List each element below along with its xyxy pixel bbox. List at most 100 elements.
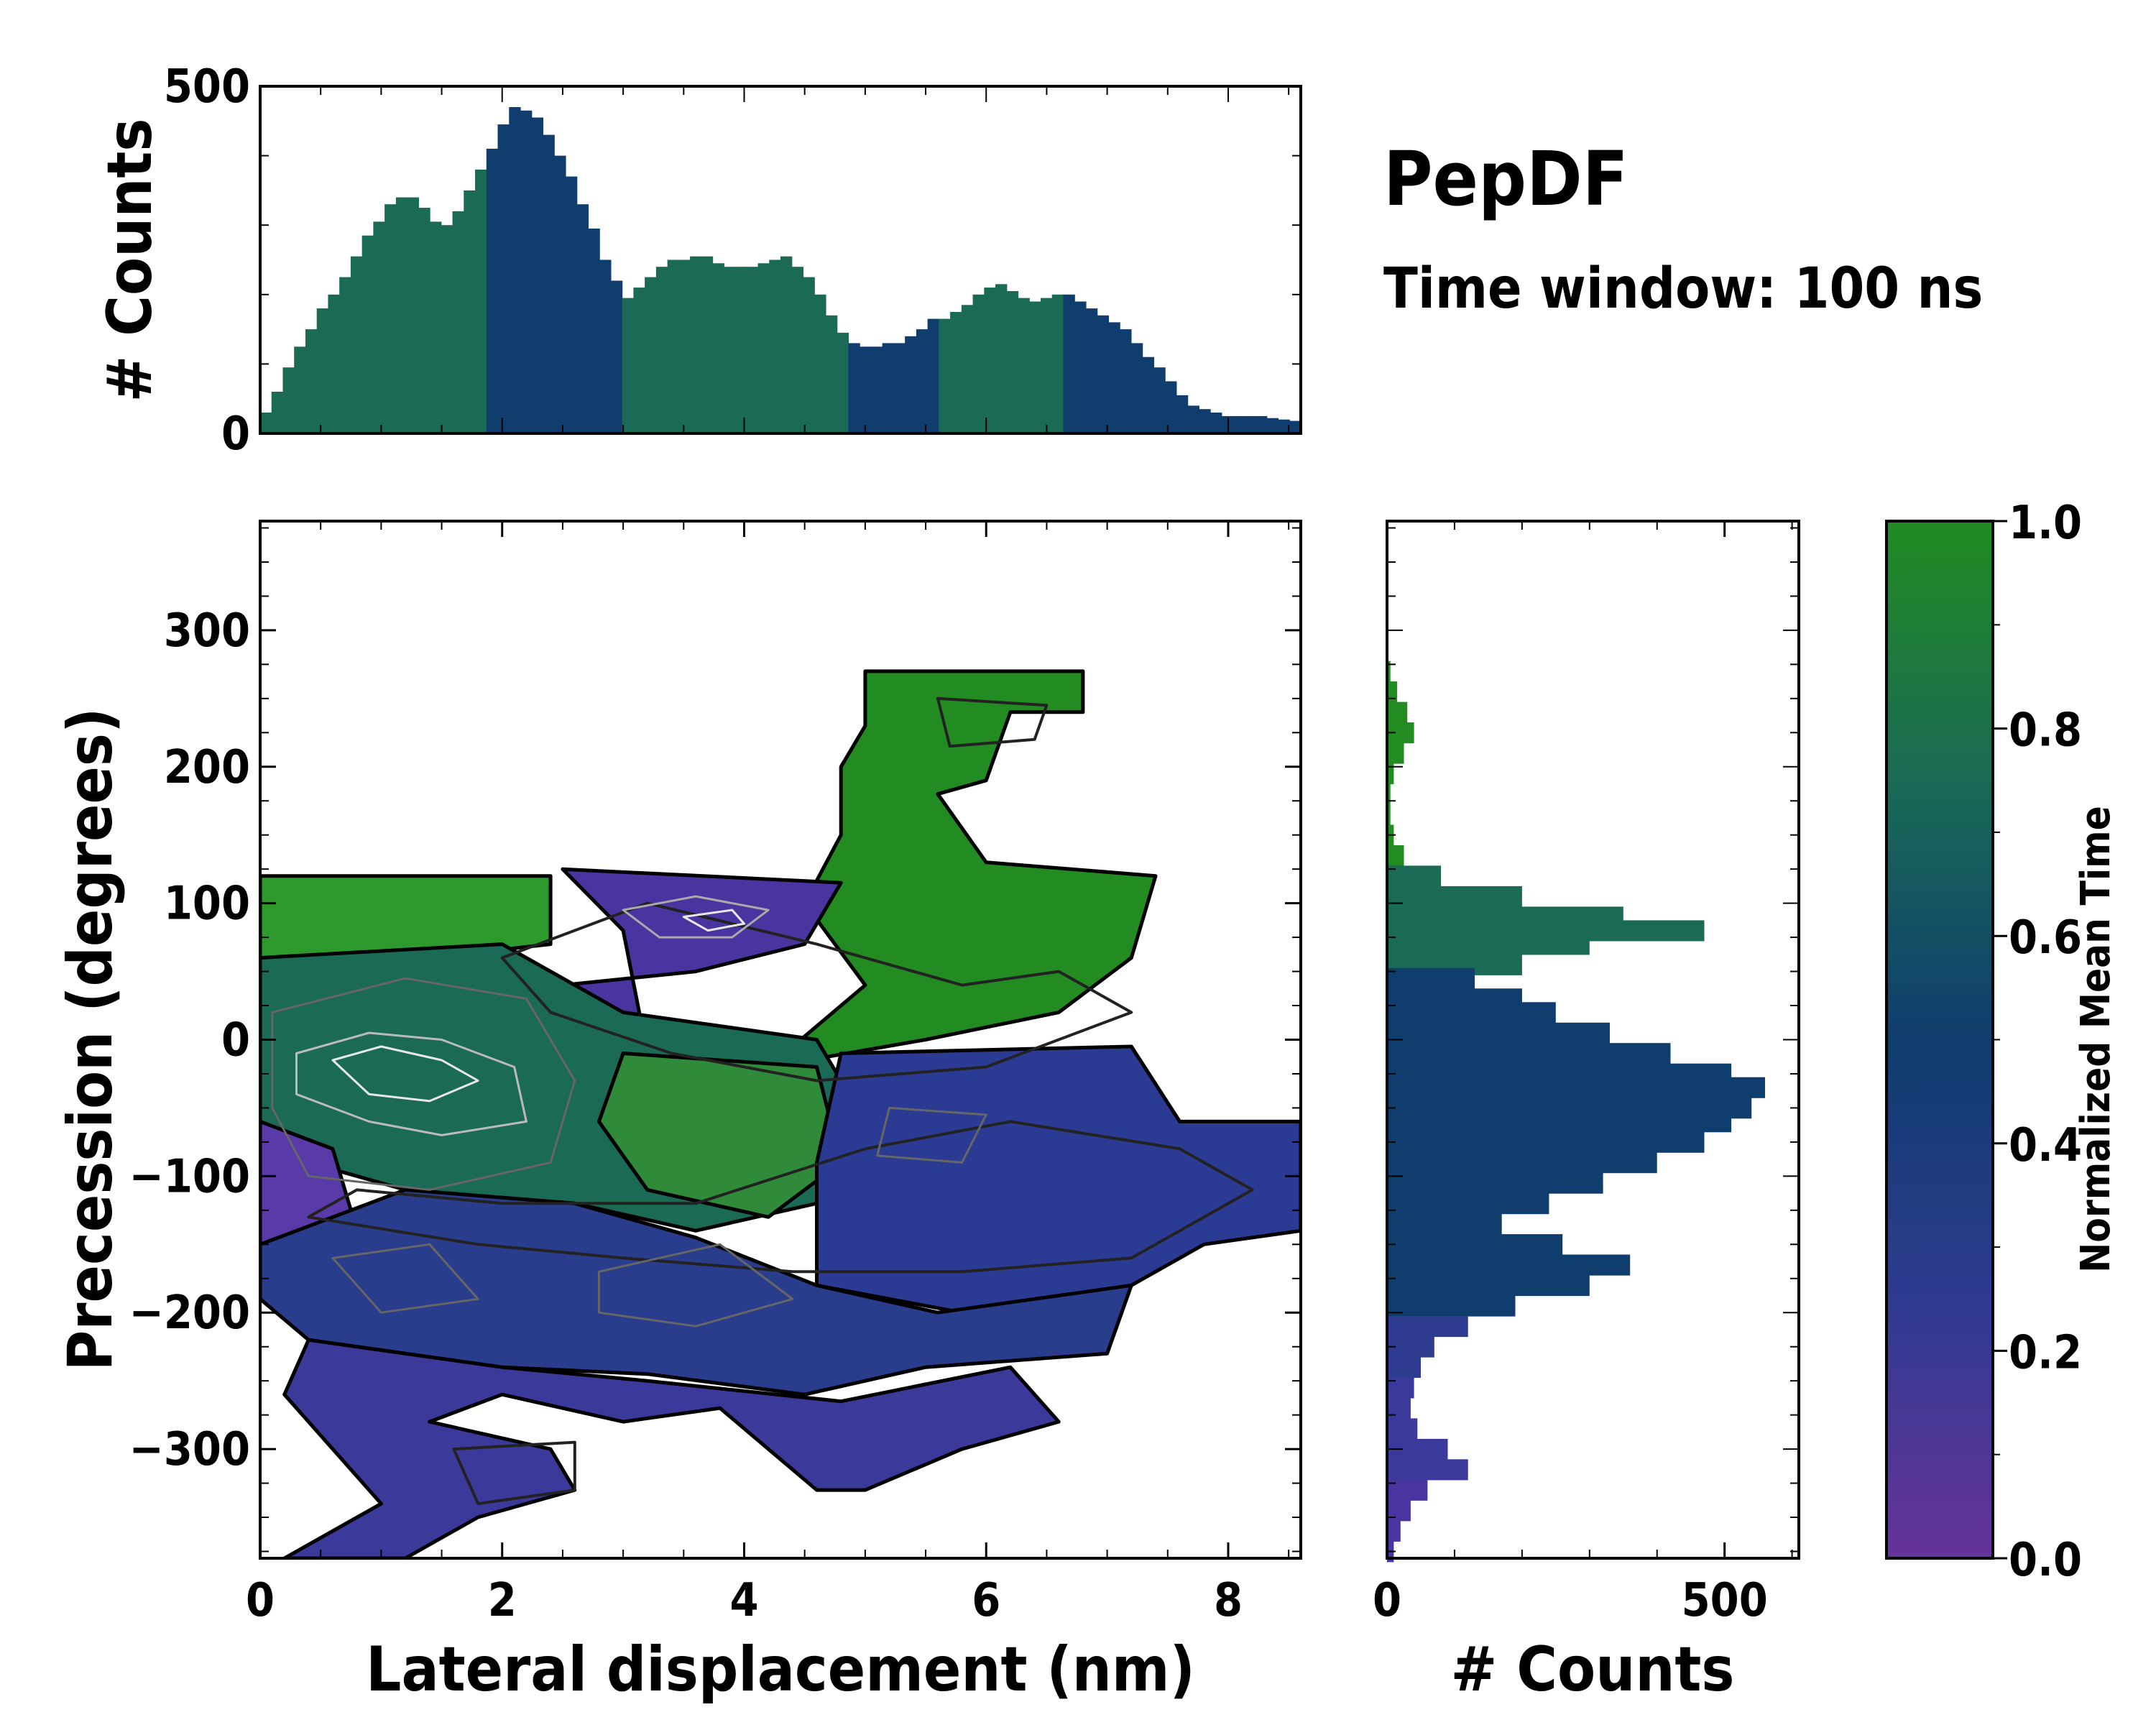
top-histogram-bar [1006, 291, 1019, 433]
top-histogram-bar [588, 229, 600, 433]
heatmap-plot: 0 2 4 6 8 300 200 100 0 −100 −200 −300 Lateral dis… [55, 520, 1302, 1706]
top-histogram-bar [791, 267, 804, 433]
top-histogram-ylabel: # Counts [94, 119, 166, 402]
top-histogram-bar [1130, 343, 1143, 433]
right-histogram-bar [1387, 967, 1475, 989]
right-histogram-bar [1387, 1418, 1418, 1440]
top-histogram-bar [384, 204, 397, 433]
top-histogram-bar [1233, 415, 1245, 433]
chart-subtitle: Time window: 100 ns [1383, 257, 1983, 321]
right-x-tick-label: 500 [1682, 1574, 1768, 1627]
contour-line [452, 1440, 576, 1506]
contour-line [876, 1106, 987, 1164]
right-histogram: 0 500 # Counts [1373, 520, 1800, 1706]
contour-line [597, 1243, 794, 1328]
top-histogram: 0 500 # Counts [94, 60, 1302, 461]
colorbar-fill [1885, 520, 1994, 1560]
x-tick-label: 8 [1214, 1574, 1243, 1627]
top-histogram-bar [543, 134, 555, 433]
top-histogram-bar [961, 305, 974, 433]
colorbar-tick-label: 0.2 [2009, 1326, 2082, 1379]
right-histogram-bar [1387, 783, 1391, 805]
top-histogram-bar [939, 318, 951, 433]
contour-line [936, 696, 1049, 748]
top-histogram-bar [995, 284, 1008, 433]
top-histogram-bar [509, 107, 521, 433]
right-histogram-bar [1387, 681, 1398, 703]
top-histogram-bar [271, 392, 284, 433]
top-histogram-bar [441, 225, 453, 433]
top-histogram-bar [1063, 294, 1075, 433]
top-histogram-bar [350, 256, 363, 433]
top-histogram-bar [1051, 294, 1064, 433]
top-histogram-bar [757, 263, 770, 433]
top-histogram-bar [984, 288, 996, 433]
right-histogram-bar [1387, 1316, 1468, 1338]
right-histogram-bar [1387, 1520, 1401, 1542]
top-histogram-bar [724, 267, 736, 433]
top-histogram-bar [848, 343, 860, 433]
top-histogram-bar [305, 329, 318, 433]
top-histogram-bar [260, 413, 272, 433]
y-axis-label: Precession (degrees) [55, 708, 126, 1371]
top-histogram-bar [825, 315, 838, 433]
top-histogram-bar [475, 169, 487, 433]
right-histogram-bar [1387, 1043, 1671, 1064]
right-histogram-bar [1387, 1234, 1563, 1256]
right-histogram-bar [1387, 1077, 1765, 1098]
contour-line [271, 977, 576, 1191]
top-histogram-bar [1176, 395, 1189, 433]
top-histogram-bar [814, 294, 826, 433]
contour-line [295, 1031, 528, 1136]
top-histogram-bar [746, 267, 759, 433]
top-histogram-bar [972, 294, 985, 433]
top-histogram-bar [655, 267, 668, 433]
top-histogram-bar [373, 221, 385, 433]
top-histogram-bar [678, 259, 691, 433]
top-histogram-bar [1165, 381, 1177, 433]
colorbar-tick-label: 0.0 [2009, 1534, 2082, 1587]
top-histogram-bar [1085, 308, 1098, 433]
top-histogram-bar [576, 204, 589, 433]
x-tick-label: 4 [729, 1574, 758, 1627]
top-histogram-bar [712, 263, 724, 433]
top-histogram-bar [464, 190, 476, 433]
top-histogram-bar [780, 256, 793, 433]
top-histogram-bar [1153, 367, 1166, 433]
right-histogram-bar [1387, 1131, 1705, 1153]
top-histogram-frame [259, 85, 1302, 435]
top-histogram-bar [565, 176, 578, 433]
top-histogram-bar [418, 208, 430, 433]
y-tick-label: 300 [164, 604, 250, 658]
top-histogram-bar [927, 318, 939, 433]
right-histogram-bar [1387, 1213, 1502, 1235]
top-histogram-bar [916, 329, 929, 433]
chart-title: PepDF [1383, 135, 1628, 223]
top-histogram-bar [1041, 298, 1053, 433]
x-tick-label: 2 [488, 1574, 517, 1627]
top-histogram-bar [882, 343, 894, 433]
top-histogram-bar [633, 288, 645, 433]
top-histogram-bar [282, 367, 295, 433]
top-histogram-bar [769, 259, 781, 433]
contour-line [500, 901, 1133, 1082]
top-histogram-bar [1266, 418, 1279, 433]
top-histogram-bar [294, 346, 306, 434]
right-histogram-bar [1387, 763, 1394, 785]
right-histogram-bar [1387, 1295, 1516, 1317]
top-histogram-bar [1018, 298, 1030, 433]
top-histogram-bar [1278, 419, 1290, 433]
x-tick-label: 0 [246, 1574, 275, 1627]
top-histogram-bar [1108, 322, 1120, 433]
top-y-tick-label: 0 [221, 408, 250, 461]
colorbar-tick-label: 0.8 [2009, 704, 2082, 758]
y-tick-label: 0 [221, 1014, 250, 1067]
y-tick-label: 200 [164, 741, 250, 794]
top-histogram-bar [554, 155, 566, 433]
top-histogram-bar [1199, 409, 1211, 433]
right-histogram-bar [1387, 1022, 1610, 1044]
top-histogram-bar [1074, 301, 1087, 433]
colorbar-tick-label: 0.4 [2009, 1119, 2082, 1172]
colorbar-tick-label: 1.0 [2009, 497, 2082, 550]
colorbar: 0.0 0.2 0.4 0.6 0.8 1.0 Normalized Mean Time [1885, 497, 2119, 1587]
